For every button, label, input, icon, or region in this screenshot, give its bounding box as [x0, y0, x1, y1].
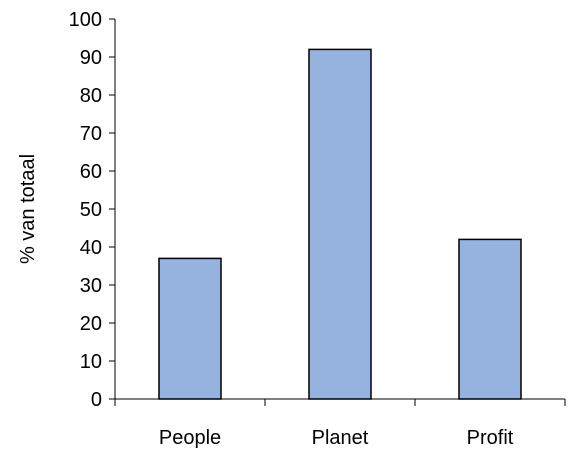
y-axis-title: % van totaal: [17, 154, 39, 264]
y-tick-label: 40: [80, 237, 102, 259]
y-tick-label: 100: [69, 9, 102, 31]
x-tick-label: People: [159, 427, 221, 449]
bar-profit: [458, 238, 522, 400]
y-tick-label: 10: [80, 351, 102, 373]
y-tick-label: 90: [80, 47, 102, 69]
x-tick-label: Profit: [467, 427, 514, 449]
y-tick-label: 30: [80, 275, 102, 297]
y-tick-label: 50: [80, 199, 102, 221]
y-tick-label: 60: [80, 161, 102, 183]
y-axis: 0 10 20 30 40 50 60 70 80 90 100: [69, 9, 116, 411]
bar-people: [158, 257, 222, 400]
bar-planet: [308, 48, 372, 400]
bars: [158, 48, 522, 400]
y-tick-label: 70: [80, 123, 102, 145]
y-tick-label: 80: [80, 85, 102, 107]
x-axis: People Planet Profit: [114, 398, 566, 449]
y-tick-label: 20: [80, 313, 102, 335]
y-tick-label: 0: [91, 389, 102, 411]
x-tick-label: Planet: [312, 427, 369, 449]
